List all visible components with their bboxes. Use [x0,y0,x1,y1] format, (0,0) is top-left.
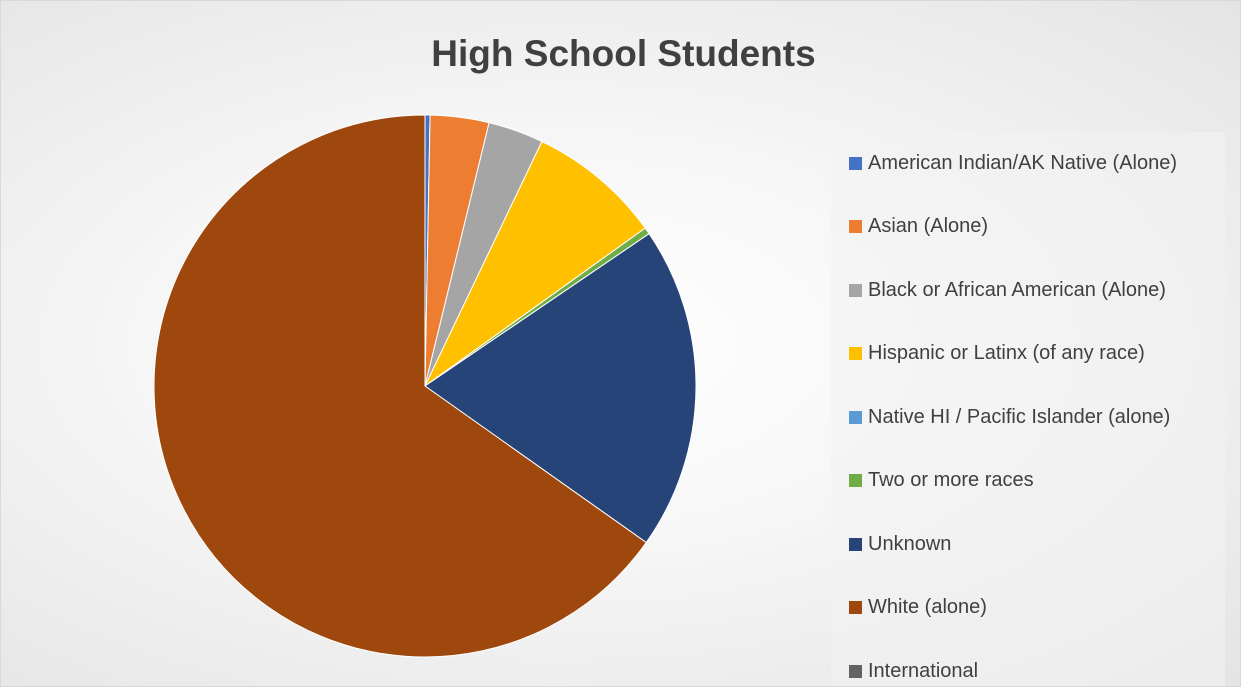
legend-item: Two or more races [849,469,1034,493]
legend-label: Black or African American (Alone) [868,278,1166,301]
legend-item: International [849,659,978,683]
legend-item: Unknown [849,532,951,556]
legend-swatch [849,156,862,170]
legend-label: White (alone) [868,596,987,618]
legend-item: Black or African American (Alone) [849,278,1166,302]
legend-item: American Indian/AK Native (Alone) [849,151,1177,175]
pie-slice-3 [424,140,646,387]
legend-swatch [849,347,862,360]
legend-label: Asian (Alone) [868,215,989,237]
pie-slice-7 [153,114,647,658]
legend-swatch [849,474,862,487]
legend-swatch [849,283,862,297]
chart-title: High School Students [431,33,816,74]
legend-swatch [849,220,862,233]
legend-label: Unknown [868,532,952,555]
chart-legend: American Indian/AK Native (Alone) Asian (… [831,132,1225,686]
legend-label: Hispanic or Latinx (of any race) [868,342,1145,364]
legend-swatch [849,601,862,614]
legend-item: Hispanic or Latinx (of any race) [849,342,1145,366]
pie-slice-6 [424,232,697,544]
legend-swatch [849,537,862,551]
legend-swatch [849,664,862,678]
legend-label: International [868,659,979,682]
legend-item: Asian (Alone) [849,215,988,239]
legend-label: Native HI / Pacific Islander (alone) [868,405,1171,428]
legend-swatch [849,410,862,424]
legend-item: White (alone) [849,596,987,620]
legend-label: Two or more races [868,469,1034,491]
legend-label: American Indian/AK Native (Alone) [868,151,1178,174]
legend-item: Native HI / Pacific Islander (alone) [849,405,1170,429]
